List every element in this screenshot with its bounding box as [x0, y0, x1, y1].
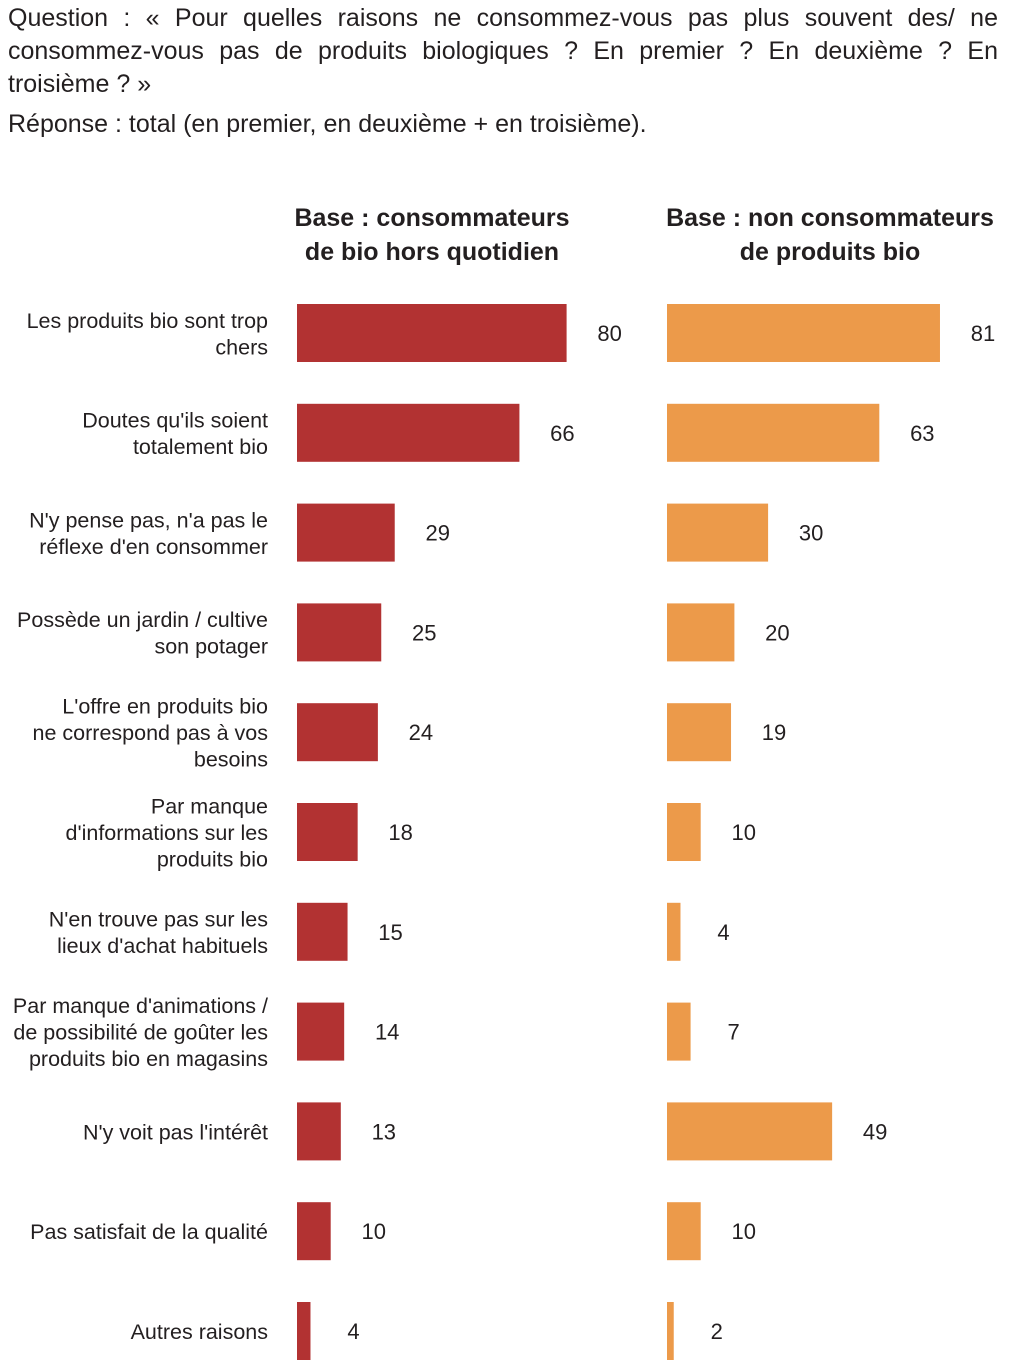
answer-text: Réponse : total (en premier, en deuxième…: [8, 110, 647, 138]
bar: [667, 1002, 691, 1061]
bar: [297, 1202, 331, 1261]
data-label: 29: [425, 521, 449, 546]
data-label: 20: [765, 620, 789, 645]
category-label-line: d'informations sur les: [66, 821, 268, 845]
bar: [297, 1102, 341, 1161]
category-label-line: produits bio en magasins: [29, 1047, 268, 1071]
panel-title-line: de bio hors quotidien: [304, 238, 560, 266]
category-label-line: N'en trouve pas sur les: [49, 908, 268, 932]
category-label: N'y pense pas, n'a pas le réflexe d'en co…: [29, 508, 268, 559]
category-label: N'y voit pas l'intérêt: [83, 1120, 268, 1144]
panel-title-consommateurs: Base : consommateurs de bio hors quotidi…: [272, 201, 592, 269]
category-label-line: Possède un jardin / cultive: [17, 608, 268, 632]
bar: [667, 803, 701, 861]
data-label: 4: [717, 920, 729, 945]
data-label: 66: [550, 421, 574, 446]
data-label: 2: [711, 1319, 723, 1344]
category-label-line: Par manque: [151, 795, 268, 819]
panel-title-line: Base : consommateurs: [294, 204, 570, 232]
category-label: Par manque d'animations / de possibilité …: [13, 994, 268, 1071]
category-label: Les produits bio sont trop chers: [27, 309, 268, 360]
data-label: 19: [762, 720, 786, 745]
data-label: 7: [727, 1020, 739, 1045]
data-label: 15: [378, 920, 402, 945]
data-label: 14: [375, 1020, 399, 1045]
category-label-line: L'offre en produits bio: [62, 695, 268, 719]
data-label: 80: [597, 321, 621, 346]
bar: [667, 1302, 674, 1360]
category-label-line: N'y pense pas, n'a pas le: [29, 508, 268, 532]
category-label-line: totalement bio: [133, 435, 268, 459]
category-label: Possède un jardin / cultive son potager: [17, 608, 268, 659]
bar: [297, 1302, 311, 1360]
category-label-line: de possibilité de goûter les: [13, 1021, 268, 1045]
panel-title-non-consommateurs: Base : non consommateurs de produits bio: [655, 201, 1005, 269]
bar: [667, 1202, 701, 1261]
category-label: Pas satisfait de la qualité: [30, 1220, 268, 1244]
data-label: 30: [799, 521, 823, 546]
data-label: 18: [388, 820, 412, 845]
category-label-line: réflexe d'en consommer: [39, 535, 268, 559]
bar: [667, 403, 880, 462]
bar: [297, 403, 520, 462]
category-label-line: Doutes qu'ils soient: [82, 409, 268, 433]
category-label-line: chers: [215, 335, 268, 359]
bar: [667, 902, 681, 961]
data-label: 24: [409, 720, 433, 745]
data-label: 13: [372, 1119, 396, 1144]
bar: [297, 503, 395, 562]
category-label-line: Autres raisons: [131, 1320, 268, 1344]
category-label-line: Pas satisfait de la qualité: [30, 1220, 268, 1244]
category-label-line: produits bio: [157, 848, 268, 872]
data-label: 49: [863, 1119, 887, 1144]
bar: [667, 304, 940, 362]
panel-title-line: Base : non consommateurs: [666, 204, 994, 232]
bar: [297, 803, 358, 861]
bar: [297, 1002, 345, 1061]
category-label-line: besoins: [194, 748, 268, 772]
category-label-line: lieux d'achat habituels: [57, 934, 268, 958]
bar: [667, 603, 735, 662]
category-label-line: son potager: [154, 635, 268, 659]
bar: [667, 503, 769, 562]
data-label: 25: [412, 620, 436, 645]
category-label-line: ne correspond pas à vos: [33, 721, 268, 745]
bar: [297, 902, 348, 961]
category-label: Autres raisons: [131, 1320, 268, 1344]
data-label: 10: [731, 820, 755, 845]
category-label: L'offre en produits bio ne correspond pas…: [33, 695, 268, 772]
bar: [297, 703, 378, 762]
panel-title-line: de produits bio: [739, 238, 921, 266]
category-label-line: Par manque d'animations /: [13, 994, 268, 1018]
bar: [297, 304, 567, 362]
category-label-line: N'y voit pas l'intérêt: [83, 1120, 268, 1144]
category-label-line: Les produits bio sont trop: [27, 309, 268, 333]
category-label: Doutes qu'ils soient totalement bio: [82, 409, 268, 460]
question-text: Question : « Pour quelles raisons ne con…: [8, 4, 998, 98]
data-label: 63: [910, 421, 934, 446]
data-label: 81: [971, 321, 995, 346]
data-label: 4: [347, 1319, 359, 1344]
data-label: 10: [731, 1219, 755, 1244]
category-label: N'en trouve pas sur les lieux d'achat hab…: [49, 908, 268, 959]
bar: [667, 1102, 833, 1161]
data-label: 10: [361, 1219, 385, 1244]
bar: [667, 703, 732, 762]
bar: [297, 603, 382, 662]
category-label: Par manque d'informations sur les produits…: [66, 795, 269, 872]
